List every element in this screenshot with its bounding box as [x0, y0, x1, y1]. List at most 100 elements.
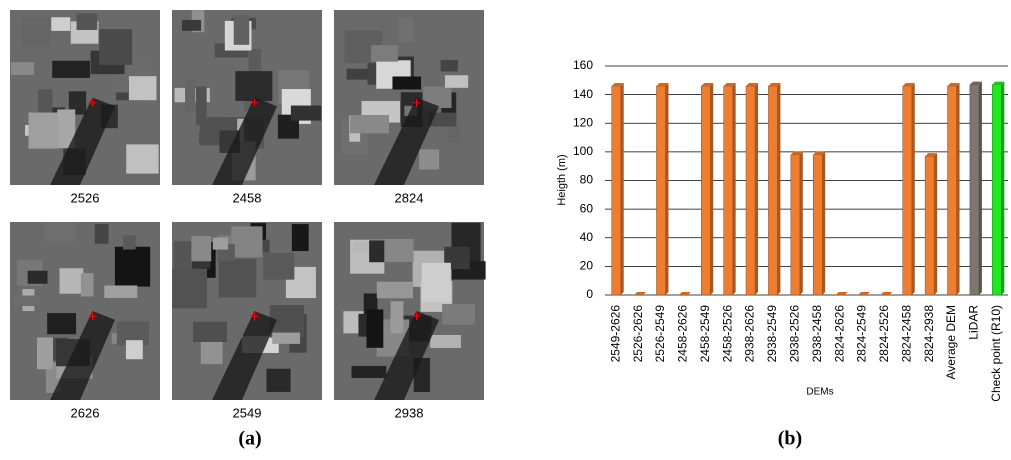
image-shadow — [50, 311, 115, 400]
image-block — [291, 224, 309, 252]
bar-top — [701, 83, 714, 87]
bar-side — [777, 83, 781, 295]
x-tick-label: Check point (R10) — [989, 305, 1003, 402]
bar-side — [665, 83, 669, 295]
bar — [790, 154, 801, 296]
image-block — [272, 332, 301, 344]
image-block — [371, 45, 399, 62]
bar-top — [678, 292, 691, 295]
image-block — [440, 59, 458, 72]
bar — [656, 85, 666, 296]
bar-side — [822, 151, 826, 295]
image-block — [104, 285, 138, 298]
bar — [969, 84, 980, 296]
image-caption: 2626 — [71, 405, 100, 420]
bar-side — [620, 83, 624, 295]
bar-top — [611, 83, 624, 87]
x-tick-label: 2938-2458 — [810, 305, 824, 363]
image-block — [430, 334, 461, 348]
aerial-image — [172, 10, 322, 185]
x-tick-label: 2824-2458 — [899, 305, 913, 363]
bar — [768, 85, 778, 296]
y-axis-label: Heigth (m) — [556, 154, 568, 205]
x-tick-label: 2824-2526 — [877, 305, 891, 363]
bar-top — [813, 151, 826, 155]
image-block — [68, 91, 87, 115]
image-block — [235, 71, 273, 101]
x-tick-label: 2458-2626 — [676, 305, 690, 363]
image-block — [212, 237, 229, 250]
image-shadow — [374, 97, 439, 185]
bar — [992, 84, 1002, 296]
aerial-image — [172, 222, 322, 400]
y-tick-label: 160 — [573, 58, 593, 72]
image-block — [20, 16, 52, 47]
y-tick-label: 100 — [573, 144, 593, 158]
image-block — [36, 337, 54, 370]
image-block — [390, 301, 404, 334]
y-tick-label: 20 — [580, 259, 594, 273]
bar — [947, 85, 957, 296]
bar-top — [969, 81, 982, 85]
image-block — [353, 241, 384, 252]
image-block — [366, 309, 384, 348]
image-block — [52, 60, 90, 78]
x-tick-label: 2824-2549 — [855, 305, 869, 363]
bar-top — [947, 83, 960, 87]
image-block — [423, 86, 452, 108]
x-axis-label: DEMs — [806, 387, 833, 398]
x-tick-label: 2824-2938 — [922, 305, 936, 363]
image-caption: 2526 — [71, 190, 100, 205]
image-block — [398, 17, 414, 43]
bar-side — [732, 83, 736, 295]
image-block — [13, 295, 40, 307]
bar — [745, 85, 756, 296]
panel-label: (b) — [778, 428, 802, 450]
bar-top — [992, 81, 1005, 85]
image-caption: 2458 — [233, 190, 262, 205]
x-tick-label: 2458-2549 — [698, 305, 712, 363]
bar-side — [956, 83, 960, 295]
bar-side — [755, 83, 759, 295]
bar-side — [934, 153, 938, 295]
image-block — [447, 126, 461, 143]
image-block — [110, 75, 129, 93]
image-block — [185, 79, 196, 113]
bar-side — [799, 151, 803, 295]
image-block — [351, 365, 387, 378]
image-block — [263, 252, 295, 280]
bar-top — [880, 292, 893, 295]
image-shadow — [212, 97, 277, 185]
image-block — [428, 112, 457, 127]
panel-label: (a) — [238, 428, 261, 450]
x-tick-label: 2938-2549 — [765, 305, 779, 363]
bar-side — [911, 83, 915, 295]
bar-top — [723, 83, 736, 87]
y-tick-label: 60 — [580, 201, 594, 215]
image-caption: 2549 — [233, 405, 262, 420]
image-block — [59, 268, 84, 294]
image-block — [47, 313, 77, 335]
image-block — [233, 15, 250, 45]
image-block — [369, 240, 385, 263]
y-tick-label: 0 — [586, 287, 593, 301]
image-block — [181, 19, 202, 31]
bar — [902, 85, 912, 296]
x-tick-label: 2938-2526 — [787, 305, 801, 363]
aerial-image — [10, 222, 160, 400]
image-block — [419, 149, 440, 170]
image-block — [193, 321, 227, 342]
image-block — [421, 262, 451, 302]
y-tick-label: 40 — [580, 230, 594, 244]
image-block — [350, 114, 390, 134]
image-block — [27, 270, 48, 284]
image-block — [123, 235, 136, 250]
image-block — [384, 239, 414, 262]
x-tick-label: 2824-2626 — [832, 305, 846, 363]
aerial-image — [334, 10, 484, 185]
bar-top — [634, 292, 647, 295]
bar — [723, 85, 733, 296]
image-block — [172, 268, 208, 309]
x-tick-label: LiDAR — [967, 305, 981, 340]
image-block — [376, 281, 414, 299]
